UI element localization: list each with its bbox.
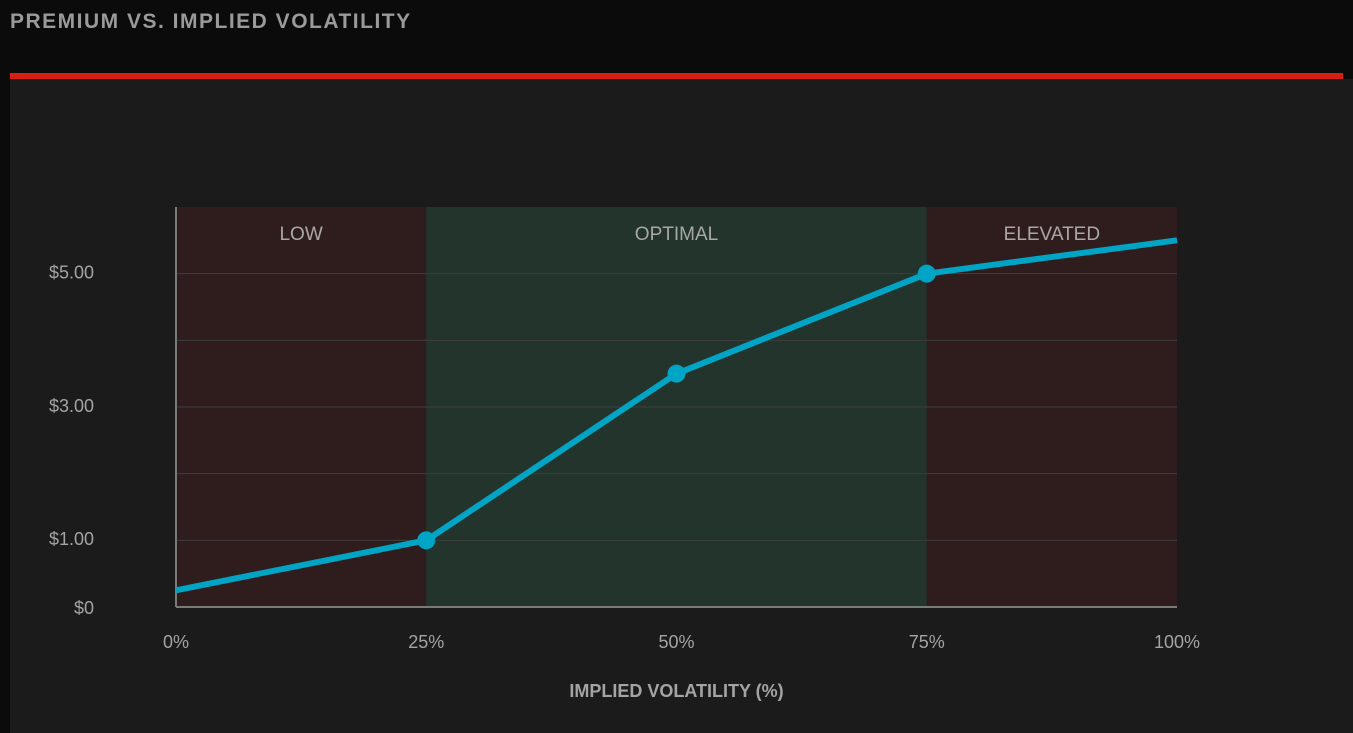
y-tick-label: $3.00: [49, 396, 94, 416]
y-tick-label: $5.00: [49, 262, 94, 282]
data-point: [917, 264, 936, 283]
header: PREMIUM VS. IMPLIED VOLATILITY: [0, 0, 1353, 73]
y-tick-label: $0: [74, 598, 94, 618]
grid-layer: [176, 273, 1177, 541]
series-layer: [175, 237, 1178, 594]
chart: LOW OPTIMAL ELEVATED $0 $1.00 $3.00 $5.00 0% 25%…: [49, 207, 1200, 701]
page-title: PREMIUM VS. IMPLIED VOLATILITY: [10, 10, 412, 33]
x-tick-label: 0%: [163, 632, 189, 652]
x-tick-label: 100%: [1154, 632, 1200, 652]
chart-panel: LOW OPTIMAL ELEVATED $0 $1.00 $3.00 $5.00 0% 25%…: [10, 79, 1353, 733]
zone-label-elevated: ELEVATED: [1004, 224, 1100, 245]
data-point: [667, 364, 686, 383]
labels-layer: LOW OPTIMAL ELEVATED $0 $1.00 $3.00 $5.00 0% 25%…: [49, 224, 1200, 701]
y-tick-label: $1.00: [49, 529, 94, 549]
axes-layer: [175, 207, 1177, 608]
x-axis-title: IMPLIED VOLATILITY (%): [569, 681, 783, 701]
x-tick-label: 25%: [408, 632, 444, 652]
zone-label-optimal: OPTIMAL: [635, 224, 718, 245]
x-tick-label: 75%: [909, 632, 945, 652]
accent-bar: [10, 73, 1343, 79]
x-tick-label: 50%: [658, 632, 694, 652]
zone-label-low: LOW: [279, 224, 322, 245]
data-point: [417, 531, 436, 550]
